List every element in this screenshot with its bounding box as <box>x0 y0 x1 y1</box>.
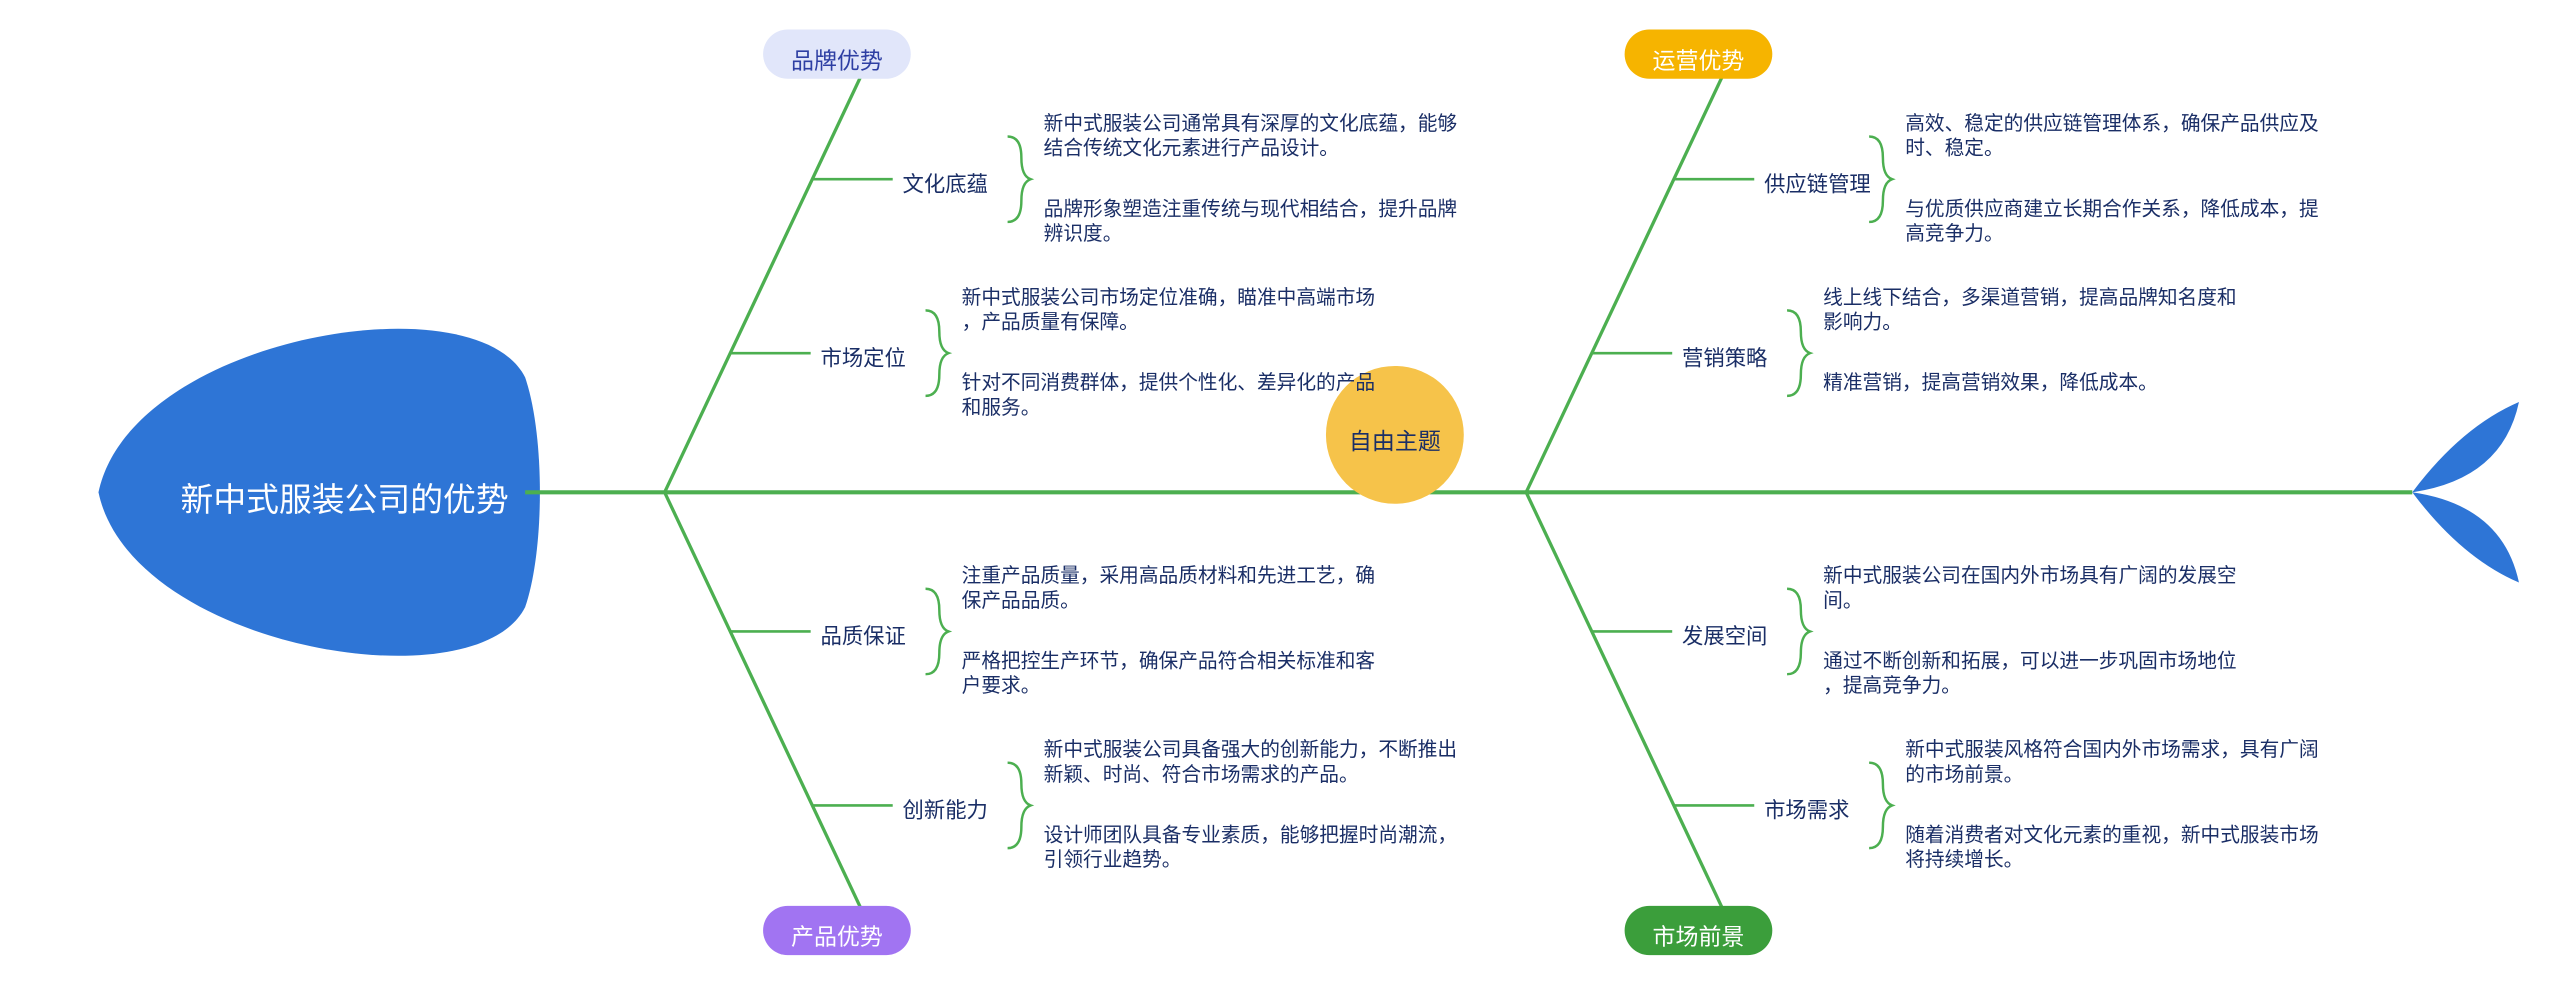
brace <box>926 310 949 395</box>
center-topic-label: 自由主题 <box>1349 428 1441 454</box>
leaf-text: 设计师团队具备专业素质，能够把握时尚潮流，引领行业趋势。 <box>1044 825 1457 872</box>
bone <box>665 57 870 492</box>
brace <box>926 589 949 674</box>
leaf-text: 通过不断创新和拓展，可以进一步巩固市场地位，提高竞争力。 <box>1823 651 2236 698</box>
bone <box>665 492 870 927</box>
fishbone-diagram: 新中式服装公司的优势自由主题品牌优势产品优势运营优势市场前景文化底蕴新中式服装公… <box>0 0 2560 985</box>
leaf-text: 线上线下结合，多渠道营销，提高品牌知名度和影响力。 <box>1823 287 2236 334</box>
leaf-text: 品牌形象塑造注重传统与现代相结合，提升品牌辨识度。 <box>1044 198 1457 245</box>
fish-tail-top <box>2412 402 2519 492</box>
pill-product-label: 产品优势 <box>791 924 883 950</box>
brace <box>1869 763 1892 848</box>
sub-label: 创新能力 <box>903 799 988 823</box>
leaf-text: 严格把控生产环节，确保产品符合相关标准和客户要求。 <box>962 651 1375 698</box>
fish-tail-bot <box>2412 492 2519 582</box>
pill-ops-label: 运营优势 <box>1653 47 1745 73</box>
brace <box>1787 310 1810 395</box>
brace <box>1787 589 1810 674</box>
brace <box>1008 763 1031 848</box>
leaf-text: 精准营销，提高营销效果，降低成本。 <box>1823 372 2158 394</box>
leaf-text: 新中式服装公司市场定位准确，瞄准中高端市场，产品质量有保障。 <box>962 287 1375 334</box>
leaf-text: 随着消费者对文化元素的重视，新中式服装市场将持续增长。 <box>1905 825 2318 872</box>
pill-market-label: 市场前景 <box>1653 924 1745 950</box>
bone <box>1526 57 1731 492</box>
leaf-text: 新中式服装公司在国内外市场具有广阔的发展空间。 <box>1823 565 2236 612</box>
head-label: 新中式服装公司的优势 <box>181 481 509 518</box>
sub-label: 文化底蕴 <box>903 172 988 196</box>
leaf-text: 与优质供应商建立长期合作关系，降低成本，提高竞争力。 <box>1905 198 2319 245</box>
sub-label: 市场需求 <box>1764 799 1849 823</box>
leaf-text: 注重产品质量，采用高品质材料和先进工艺，确保产品品质。 <box>962 565 1375 612</box>
leaf-text: 针对不同消费群体，提供个性化、差异化的产品和服务。 <box>962 372 1375 419</box>
leaf-text: 高效、稳定的供应链管理体系，确保产品供应及时、稳定。 <box>1905 113 2318 160</box>
sub-label: 市场定位 <box>821 346 906 370</box>
bone <box>1526 492 1731 927</box>
leaf-text: 新中式服装风格符合国内外市场需求，具有广阔的市场前景。 <box>1905 739 2318 786</box>
sub-label: 供应链管理 <box>1764 172 1871 196</box>
sub-label: 营销策略 <box>1682 346 1767 370</box>
sub-label: 品质保证 <box>821 625 906 649</box>
leaf-text: 新中式服装公司通常具有深厚的文化底蕴，能够结合传统文化元素进行产品设计。 <box>1044 113 1458 160</box>
pill-brand-label: 品牌优势 <box>791 47 883 73</box>
brace <box>1008 136 1031 221</box>
sub-label: 发展空间 <box>1682 625 1767 649</box>
leaf-text: 新中式服装公司具备强大的创新能力，不断推出新颖、时尚、符合市场需求的产品。 <box>1044 739 1457 786</box>
brace <box>1869 136 1892 221</box>
